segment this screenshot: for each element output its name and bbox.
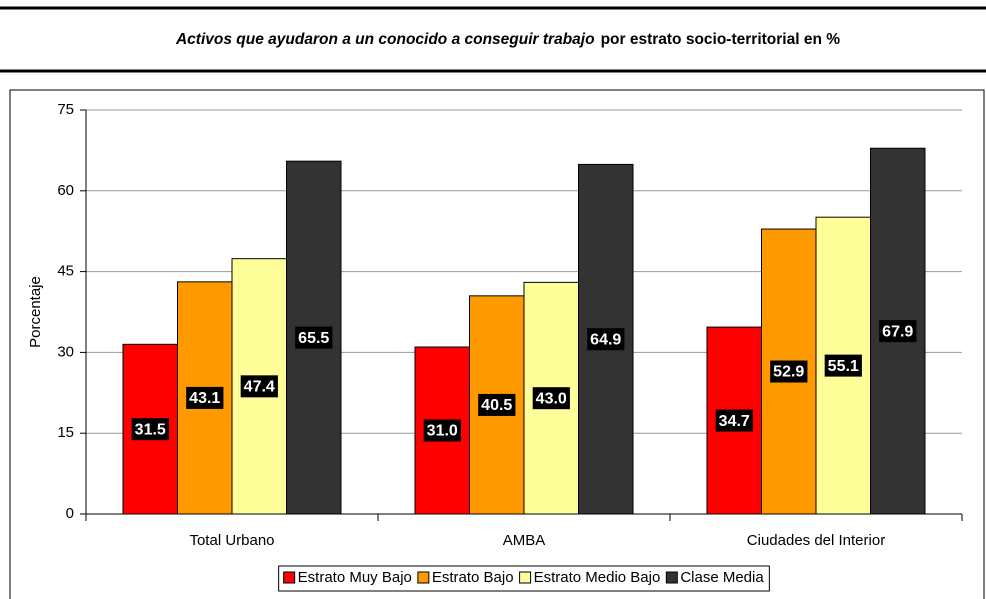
value-label: 40.5 — [481, 397, 512, 414]
value-label: 43.1 — [189, 390, 220, 407]
value-label-box — [240, 375, 278, 398]
legend: Estrato Muy Bajo Estrato Bajo Estrato Medi… — [283, 569, 764, 586]
legend-label: Estrato Muy Bajo — [298, 569, 412, 586]
value-label: 43.0 — [536, 390, 567, 407]
value-label-box — [423, 419, 461, 442]
value-label-box — [770, 360, 808, 383]
value-label: 67.9 — [882, 323, 913, 340]
subtitle: por estrato socio-territorial en % — [601, 31, 841, 48]
value-label-box — [186, 386, 224, 409]
value-label: 31.0 — [427, 423, 458, 440]
y-tick-label: 60 — [57, 182, 74, 199]
chart-title: Activos que ayudaron a un conocido a con… — [175, 31, 840, 48]
legend-label: Estrato Bajo — [432, 569, 514, 586]
title: Activos que ayudaron a un conocido a con… — [175, 31, 595, 48]
value-label-box — [532, 387, 570, 410]
legend-box — [278, 565, 770, 592]
y-tick-label: 45 — [57, 263, 74, 280]
value-label-box — [824, 354, 862, 377]
y-tick-label: 15 — [57, 424, 74, 441]
x-tick-label: Ciudades del Interior — [747, 532, 885, 549]
value-label-box — [131, 418, 169, 441]
legend-swatch — [519, 571, 532, 584]
value-label: 64.9 — [590, 331, 621, 348]
value-label-box — [295, 326, 333, 349]
y-tick-label: 0 — [66, 505, 74, 522]
x-tick-label: Total Urbano — [189, 532, 274, 549]
value-label: 47.4 — [244, 379, 275, 396]
legend-label: Estrato Medio Bajo — [534, 569, 661, 586]
value-label: 52.9 — [773, 364, 804, 381]
chart-frame — [9, 89, 985, 599]
value-label-box — [879, 320, 917, 343]
y-tick-label: 75 — [57, 101, 74, 118]
value-label-box — [715, 409, 753, 432]
value-label: 55.1 — [828, 358, 859, 375]
value-label-box — [587, 328, 625, 351]
value-label-box — [478, 393, 516, 416]
x-tick-label: AMBA — [503, 532, 546, 549]
value-label: 34.7 — [719, 413, 750, 430]
legend-swatch — [283, 571, 296, 584]
legend-swatch — [417, 571, 430, 584]
value-label: 31.5 — [135, 421, 166, 438]
y-axis-label: Porcentaje — [27, 276, 44, 348]
value-label: 65.5 — [298, 330, 329, 347]
legend-label: Clase Media — [680, 569, 764, 586]
legend-swatch — [665, 571, 678, 584]
y-tick-label: 30 — [57, 343, 74, 360]
